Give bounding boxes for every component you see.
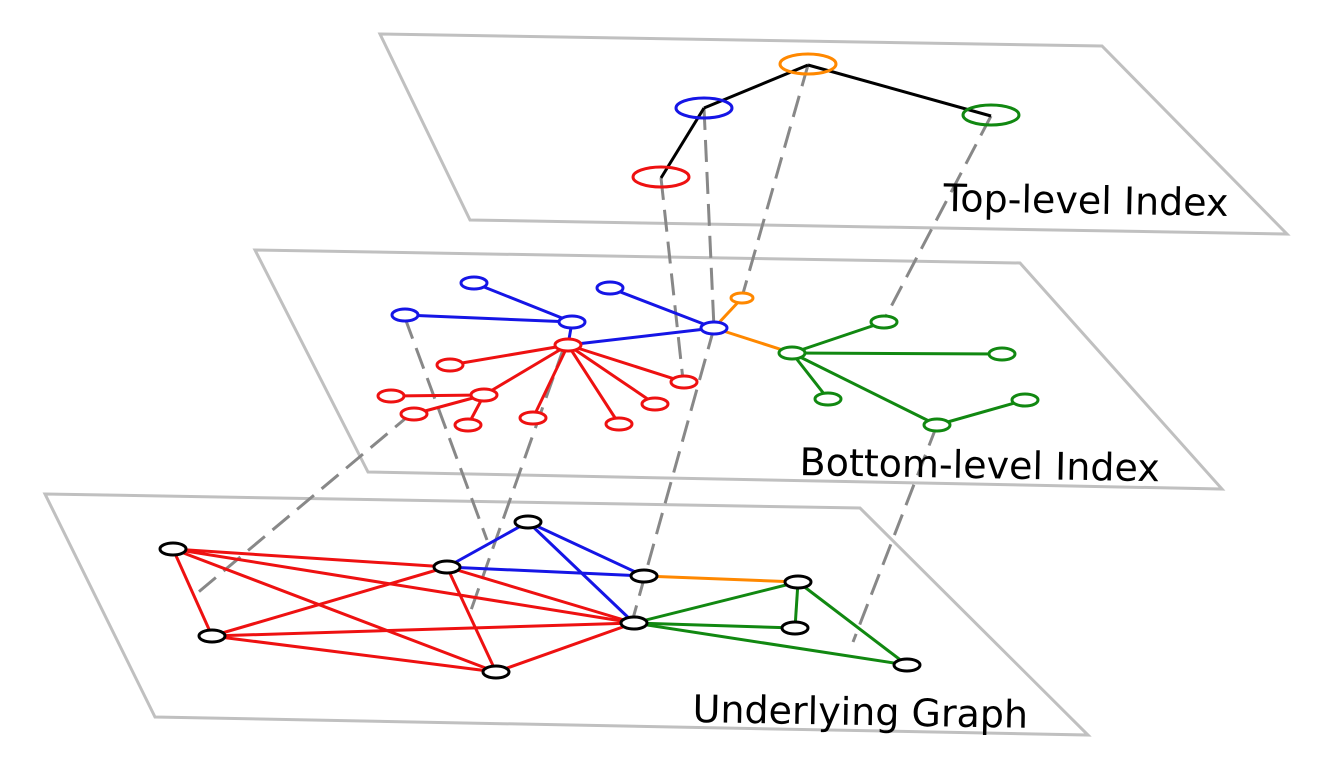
top-node-red [631, 165, 691, 189]
link-bottom-to-graph-2 [403, 317, 489, 541]
top-level-plane [377, 32, 1291, 236]
link-green-top-to-bottom [882, 115, 993, 321]
bottom-level-nodes [376, 275, 1040, 433]
top-node-blue [674, 96, 734, 120]
link-bottom-to-graph-5 [851, 424, 939, 643]
link-blue-top-to-bottom [702, 107, 716, 329]
top-level-edges [659, 63, 992, 179]
underlying-graph-plane [42, 492, 1092, 737]
top-level-nodes [631, 52, 1021, 189]
top-node-orange [778, 52, 838, 76]
top-node-green [961, 103, 1021, 127]
graph-nodes [158, 514, 922, 680]
top-level-label: Top-level Index [943, 176, 1229, 225]
link-red-top-to-bottom [659, 177, 685, 381]
bottom-level-label: Bottom-level Index [799, 440, 1161, 491]
graph-edges [171, 520, 908, 674]
underlying-graph-label: Underlying Graph [692, 687, 1029, 737]
bottom-level-plane [252, 248, 1226, 491]
bottom-level-edges [390, 281, 1026, 427]
link-bottom-to-graph-1 [194, 411, 413, 597]
link-orange-top-to-bottom [740, 64, 810, 298]
link-bottom-to-graph-4 [630, 327, 716, 623]
